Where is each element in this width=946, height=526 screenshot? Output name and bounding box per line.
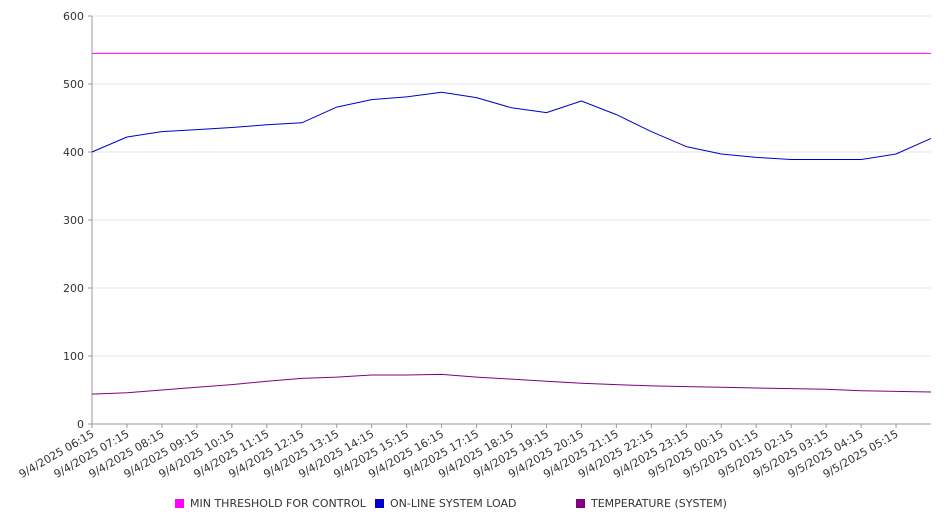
y-tick-label: 100 bbox=[63, 350, 84, 363]
y-tick-label: 0 bbox=[77, 418, 84, 431]
legend-item: ON-LINE SYSTEM LOAD bbox=[375, 497, 516, 510]
legend-item: TEMPERATURE (SYSTEM) bbox=[576, 497, 727, 510]
y-axis-ticks: 0 100 200 300 400 500 600 bbox=[63, 10, 92, 431]
legend-label: TEMPERATURE (SYSTEM) bbox=[591, 497, 727, 510]
y-tick-label: 400 bbox=[63, 146, 84, 159]
y-tick-label: 500 bbox=[63, 78, 84, 91]
series-line-3 bbox=[91, 373, 932, 395]
x-axis-ticks: 9/4/2025 06:159/4/2025 07:159/4/2025 08:… bbox=[17, 424, 901, 481]
legend-label: MIN THRESHOLD FOR CONTROL bbox=[190, 497, 366, 510]
y-tick-label: 300 bbox=[63, 214, 84, 227]
legend-swatch bbox=[175, 499, 184, 508]
series-line-2 bbox=[91, 91, 932, 160]
y-tick-label: 600 bbox=[63, 10, 84, 23]
legend: MIN THRESHOLD FOR CONTROL ON-LINE SYSTEM … bbox=[0, 497, 946, 515]
legend-swatch bbox=[375, 499, 384, 508]
legend-label: ON-LINE SYSTEM LOAD bbox=[390, 497, 517, 510]
series-lines bbox=[91, 52, 932, 395]
y-tick-label: 200 bbox=[63, 282, 84, 295]
legend-item: MIN THRESHOLD FOR CONTROL bbox=[175, 497, 366, 510]
gridlines bbox=[92, 15, 931, 357]
legend-swatch bbox=[576, 499, 585, 508]
